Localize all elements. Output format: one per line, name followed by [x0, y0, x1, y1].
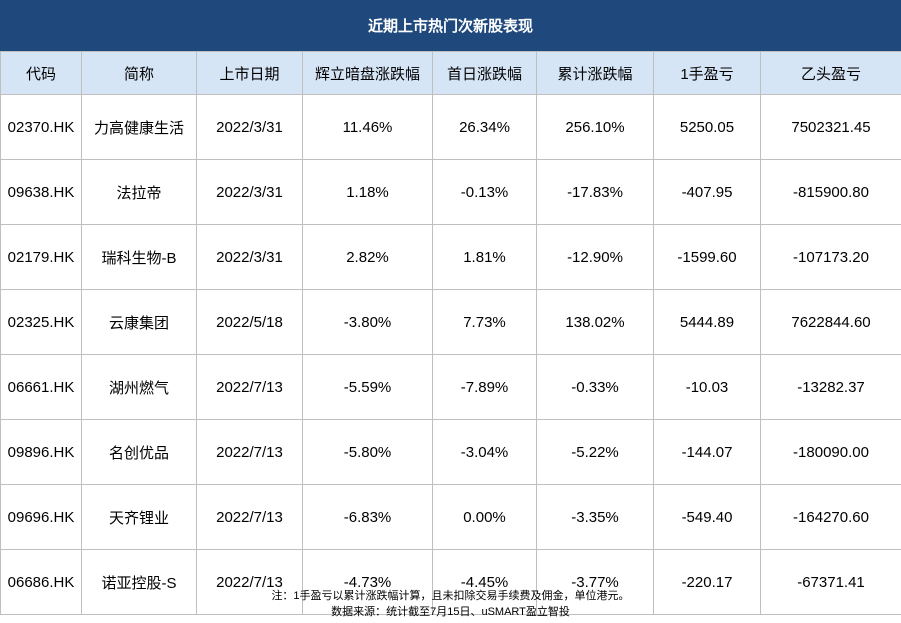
- cell-grey-market-change: -6.83%: [302, 484, 433, 550]
- cell-first-day-change: -3.04%: [432, 419, 537, 485]
- cell-grey-market-change: -3.80%: [302, 289, 433, 355]
- cell-code: 02325.HK: [0, 289, 82, 355]
- cell-top-lot-pnl: -107173.20: [760, 224, 901, 290]
- cell-cumulative-change: -17.83%: [536, 159, 654, 225]
- cell-cumulative-change: -3.77%: [536, 549, 654, 615]
- cell-grey-market-change: -4.73%: [302, 549, 433, 615]
- footnote-source: 数据来源：统计截至7月15日、uSMART盈立智投: [331, 606, 570, 618]
- cell-top-lot-pnl: -67371.41: [760, 549, 901, 615]
- table-row: 09696.HK 天齐锂业 2022/7/13 -6.83% 0.00% -3.…: [0, 484, 901, 550]
- cell-listing-date: 2022/5/18: [196, 289, 303, 355]
- cell-grey-market-change: -5.59%: [302, 354, 433, 420]
- cell-first-day-change: -0.13%: [432, 159, 537, 225]
- cell-name: 湖州燃气: [81, 354, 197, 420]
- cell-grey-market-change: -5.80%: [302, 419, 433, 485]
- footnote: 注：1手盈亏以累计涨跌幅计算，且未扣除交易手续费及佣金，单位港元。 数据来源：统…: [0, 588, 901, 623]
- cell-first-day-change: -7.89%: [432, 354, 537, 420]
- table-title: 近期上市热门次新股表现: [0, 0, 901, 51]
- header-row: 代码 简称 上市日期 辉立暗盘涨跌幅 首日涨跌幅 累计涨跌幅 1手盈亏 乙头盈亏: [0, 51, 901, 95]
- cell-one-lot-pnl: -10.03: [653, 354, 761, 420]
- cell-listing-date: 2022/3/31: [196, 94, 303, 160]
- cell-listing-date: 2022/7/13: [196, 484, 303, 550]
- cell-name: 名创优品: [81, 419, 197, 485]
- cell-code: 06686.HK: [0, 549, 82, 615]
- cell-listing-date: 2022/3/31: [196, 224, 303, 290]
- cell-top-lot-pnl: 7502321.45: [760, 94, 901, 160]
- header-grey-market-change: 辉立暗盘涨跌幅: [302, 51, 433, 95]
- cell-grey-market-change: 1.18%: [302, 159, 433, 225]
- cell-cumulative-change: 138.02%: [536, 289, 654, 355]
- table-row: 06686.HK 诺亚控股-S 2022/7/13 -4.73% -4.45% …: [0, 549, 901, 615]
- cell-code: 06661.HK: [0, 354, 82, 420]
- cell-one-lot-pnl: -1599.60: [653, 224, 761, 290]
- cell-code: 09696.HK: [0, 484, 82, 550]
- cell-cumulative-change: -5.22%: [536, 419, 654, 485]
- header-name: 简称: [81, 51, 197, 95]
- header-first-day-change: 首日涨跌幅: [432, 51, 537, 95]
- cell-one-lot-pnl: -549.40: [653, 484, 761, 550]
- header-cumulative-change: 累计涨跌幅: [536, 51, 654, 95]
- cell-one-lot-pnl: -144.07: [653, 419, 761, 485]
- cell-code: 09638.HK: [0, 159, 82, 225]
- table-row: 09896.HK 名创优品 2022/7/13 -5.80% -3.04% -5…: [0, 419, 901, 485]
- cell-cumulative-change: -12.90%: [536, 224, 654, 290]
- header-top-lot-pnl: 乙头盈亏: [760, 51, 901, 95]
- header-listing-date: 上市日期: [196, 51, 303, 95]
- cell-grey-market-change: 11.46%: [302, 94, 433, 160]
- table-row: 02179.HK 瑞科生物-B 2022/3/31 2.82% 1.81% -1…: [0, 224, 901, 290]
- cell-name: 瑞科生物-B: [81, 224, 197, 290]
- cell-first-day-change: 0.00%: [432, 484, 537, 550]
- cell-first-day-change: 7.73%: [432, 289, 537, 355]
- cell-top-lot-pnl: -164270.60: [760, 484, 901, 550]
- cell-name: 云康集团: [81, 289, 197, 355]
- table-row: 09638.HK 法拉帝 2022/3/31 1.18% -0.13% -17.…: [0, 159, 901, 225]
- cell-top-lot-pnl: 7622844.60: [760, 289, 901, 355]
- cell-name: 天齐锂业: [81, 484, 197, 550]
- cell-listing-date: 2022/7/13: [196, 354, 303, 420]
- header-one-lot-pnl: 1手盈亏: [653, 51, 761, 95]
- cell-one-lot-pnl: -407.95: [653, 159, 761, 225]
- cell-one-lot-pnl: -220.17: [653, 549, 761, 615]
- cell-name: 力高健康生活: [81, 94, 197, 160]
- cell-listing-date: 2022/7/13: [196, 549, 303, 615]
- cell-grey-market-change: 2.82%: [302, 224, 433, 290]
- cell-top-lot-pnl: -180090.00: [760, 419, 901, 485]
- cell-cumulative-change: -3.35%: [536, 484, 654, 550]
- cell-name: 法拉帝: [81, 159, 197, 225]
- cell-top-lot-pnl: -13282.37: [760, 354, 901, 420]
- cell-cumulative-change: 256.10%: [536, 94, 654, 160]
- table-row: 02370.HK 力高健康生活 2022/3/31 11.46% 26.34% …: [0, 94, 901, 160]
- cell-listing-date: 2022/7/13: [196, 419, 303, 485]
- cell-cumulative-change: -0.33%: [536, 354, 654, 420]
- cell-first-day-change: -4.45%: [432, 549, 537, 615]
- cell-one-lot-pnl: 5250.05: [653, 94, 761, 160]
- cell-code: 02370.HK: [0, 94, 82, 160]
- cell-first-day-change: 26.34%: [432, 94, 537, 160]
- cell-first-day-change: 1.81%: [432, 224, 537, 290]
- cell-top-lot-pnl: -815900.80: [760, 159, 901, 225]
- table-row: 06661.HK 湖州燃气 2022/7/13 -5.59% -7.89% -0…: [0, 354, 901, 420]
- cell-code: 02179.HK: [0, 224, 82, 290]
- cell-listing-date: 2022/3/31: [196, 159, 303, 225]
- footnote-disclaimer: 注：1手盈亏以累计涨跌幅计算，且未扣除交易手续费及佣金，单位港元。: [271, 590, 630, 602]
- table-row: 02325.HK 云康集团 2022/5/18 -3.80% 7.73% 138…: [0, 289, 901, 355]
- ipo-table: 代码 简称 上市日期 辉立暗盘涨跌幅 首日涨跌幅 累计涨跌幅 1手盈亏 乙头盈亏…: [0, 51, 901, 615]
- cell-code: 09896.HK: [0, 419, 82, 485]
- header-code: 代码: [0, 51, 82, 95]
- cell-one-lot-pnl: 5444.89: [653, 289, 761, 355]
